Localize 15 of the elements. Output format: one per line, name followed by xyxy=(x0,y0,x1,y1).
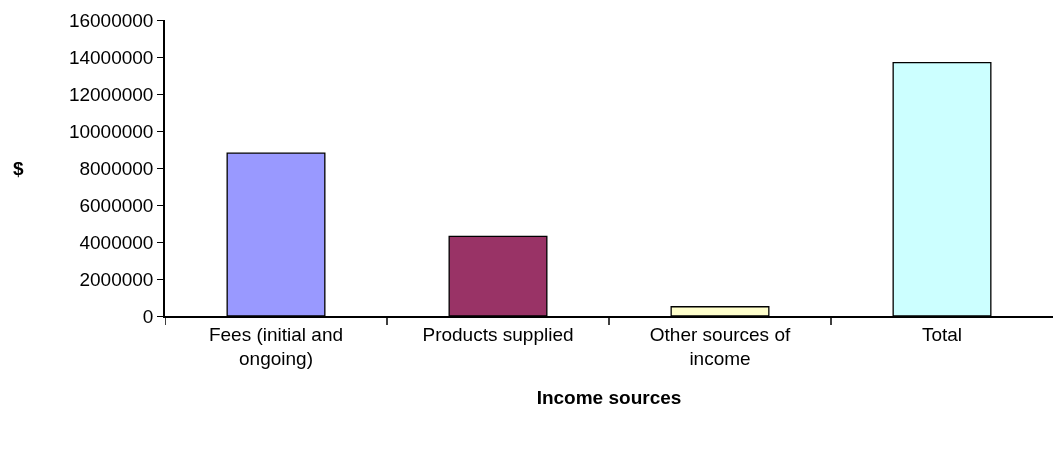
x-tick-label: Products supplied xyxy=(422,323,574,345)
y-tick-label: 2000000 xyxy=(79,268,154,290)
x-tick-label: Fees (initial and ongoing) xyxy=(208,323,344,370)
y-tick-label: 8000000 xyxy=(79,157,154,179)
y-tick-label: 0 xyxy=(142,305,154,327)
y-tick-label: 12000000 xyxy=(68,83,154,105)
y-tick-label: 16000000 xyxy=(68,9,154,31)
y-tick-label: 10000000 xyxy=(68,120,154,142)
y-axis-title: $ xyxy=(13,158,24,179)
x-tick-label: Other sources of income xyxy=(649,323,791,370)
y-tick-label: 14000000 xyxy=(68,46,154,68)
y-tick-label: 4000000 xyxy=(79,231,154,253)
y-tick-label: 6000000 xyxy=(79,194,154,216)
x-axis-title: Income sources xyxy=(536,386,682,408)
x-tick-label: Total xyxy=(921,323,963,345)
